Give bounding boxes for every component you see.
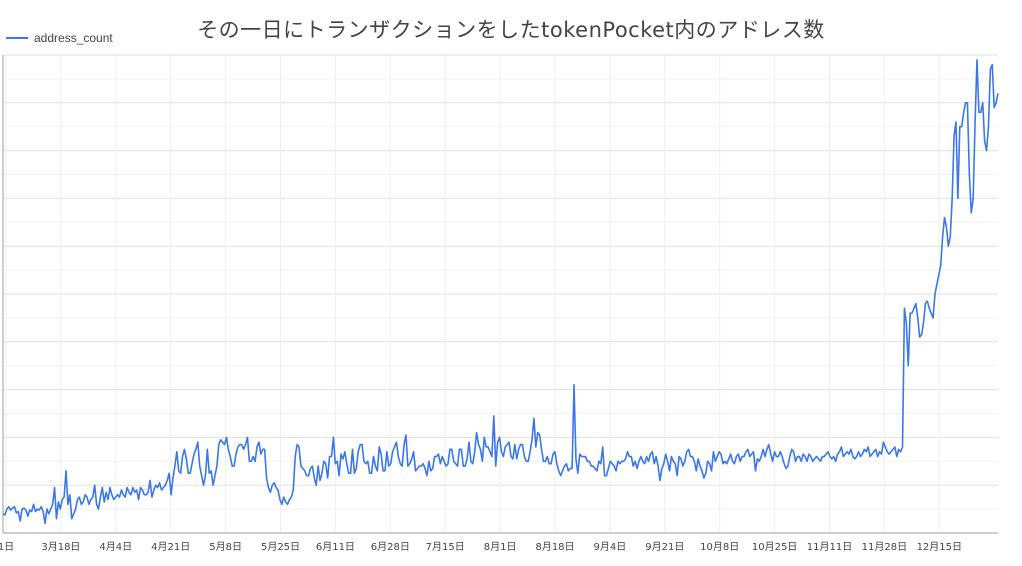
x-tick-label: 4月4日 <box>99 541 132 553</box>
x-tick-labels: 1日 3月18日 4月4日 4月21日 5月8日 5月25日 6月11日 6月28日 7月15日… <box>0 541 962 553</box>
x-tick-label: 3月18日 <box>41 541 80 553</box>
x-tick-label: 5月25日 <box>261 541 300 553</box>
legend-swatch <box>6 37 28 39</box>
legend[interactable]: address_count <box>6 31 113 45</box>
series-line-address-count <box>2 58 999 525</box>
x-tick-label: 11月28日 <box>862 541 907 553</box>
x-tick-label: 9月4日 <box>594 541 627 553</box>
x-tick-label: 4月21日 <box>151 541 190 553</box>
x-tick-label: 12月15日 <box>917 541 962 553</box>
x-tick-label: 10月8日 <box>700 541 739 553</box>
x-tick-label: 7月15日 <box>426 541 465 553</box>
x-tick-label: 9月21日 <box>645 541 684 553</box>
chart-title: その一日にトランザクションをしたtokenPocket内のアドレス数 <box>197 18 825 42</box>
x-tick-label: 8月18日 <box>535 541 574 553</box>
series-layer <box>2 58 999 525</box>
x-tick-label: 8月1日 <box>484 541 517 553</box>
x-tick-label: 11月11日 <box>807 541 852 553</box>
x-tick-label: 5月8日 <box>209 541 242 553</box>
x-tick-label: 6月28日 <box>371 541 410 553</box>
legend-label: address_count <box>34 31 113 45</box>
x-tick-label: 6月11日 <box>316 541 355 553</box>
axes <box>2 55 998 534</box>
x-tick-label: 10月25日 <box>752 541 797 553</box>
grid-lines <box>3 54 998 534</box>
x-tick-label: 1日 <box>0 542 14 553</box>
